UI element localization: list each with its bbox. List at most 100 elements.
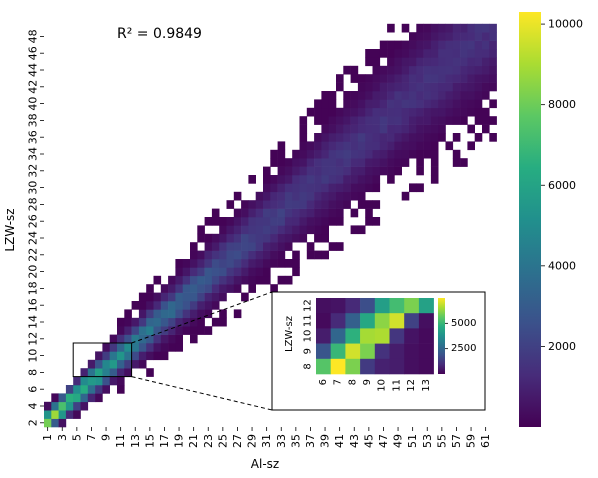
heatmap-cell [73,385,81,394]
heatmap-cell [430,116,439,125]
heatmap-cell [365,107,373,117]
heatmap-cell [153,334,162,344]
heatmap-cell [350,141,359,151]
inset-x-tick-label: 7 [333,379,344,385]
heatmap-cell [394,99,402,109]
y-tick-label: 40 [27,97,40,111]
heatmap-cell [160,351,169,361]
heatmap-cell [489,65,497,75]
heatmap-cell [270,149,278,159]
heatmap-cell [350,133,359,142]
inset-heatmap-cell [389,358,405,375]
heatmap-cell [401,191,410,201]
heatmap-cell [357,225,366,235]
heatmap-cell [175,343,183,352]
heatmap-cell [474,57,483,67]
heatmap-cell [292,175,300,184]
heatmap-cell [306,250,315,260]
heatmap-cell [197,225,205,235]
inset-heatmap-cell [389,328,405,344]
heatmap-cell [284,191,293,201]
heatmap-cell [372,149,381,159]
heatmap-cell [343,141,351,151]
heatmap-cell [379,141,388,151]
heatmap-cell [197,326,205,335]
inset-heatmap-cell [360,328,376,344]
heatmap-cell [277,242,286,251]
heatmap-cell [416,133,424,142]
colorbar-tick-label: 6000 [548,179,576,192]
heatmap-cell [328,217,337,226]
heatmap-cell [263,183,271,193]
y-tick-label: 22 [27,248,40,262]
x-tick-label: 31 [260,434,273,448]
heatmap-cell [87,376,96,386]
heatmap-cell [182,275,191,285]
heatmap-cell [394,57,402,67]
heatmap-cell [445,141,454,151]
colorbar-tick-label: 4000 [548,259,576,272]
inset-heatmap-cell [345,358,361,375]
heatmap-cell [401,40,410,50]
heatmap-cell [314,250,322,260]
heatmap-cell [350,116,359,125]
heatmap-cell [365,175,373,184]
heatmap-cell [379,99,388,109]
heatmap-cell [299,166,308,176]
heatmap-cell [138,359,147,369]
heatmap-cell [314,225,322,235]
heatmap-cell [482,74,490,83]
heatmap-cell [452,99,461,109]
heatmap-cell [343,99,351,109]
heatmap-cell [365,49,373,58]
heatmap-cell [175,284,183,293]
heatmap-cell [211,217,220,226]
heatmap-cell [372,82,381,92]
heatmap-cell [336,107,344,117]
heatmap-cell [328,158,337,167]
inset-heatmap-cell [418,343,434,360]
heatmap-cell [65,410,74,419]
heatmap-cell [321,183,329,193]
heatmap-cell [452,49,461,58]
heatmap-cell [460,32,468,41]
heatmap-cell [321,141,329,151]
heatmap-cell [219,317,227,327]
heatmap-cell [168,334,176,344]
inset-y-tick-label: 11 [303,314,314,327]
heatmap-cell [379,149,388,159]
heatmap-cell [328,91,337,100]
heatmap-cell [474,65,483,75]
heatmap-cell [438,40,446,50]
inset-heatmap-cell [374,358,390,375]
heatmap-cell [51,401,59,411]
inset-heatmap-cell [345,343,361,360]
heatmap-cell [284,208,293,218]
heatmap-cell [241,250,249,260]
x-tick-label: 5 [70,434,83,441]
heatmap-cell [321,107,329,117]
heatmap-cell [452,91,461,100]
inset-colorbar [438,298,445,374]
heatmap-cell [211,301,220,310]
heatmap-cell [124,309,132,319]
heatmap-cell [160,317,169,327]
heatmap-cell [211,292,220,302]
inset-y-tick-label: 9 [303,348,314,354]
colorbar [519,12,541,427]
heatmap-cell [401,82,410,92]
heatmap-cell [350,175,359,184]
heatmap-cell [379,124,388,134]
heatmap-cell [445,82,454,92]
heatmap-cell [314,158,322,167]
heatmap-cell [445,74,454,83]
inset-heatmap-cell [404,328,420,344]
heatmap-cell [430,166,439,176]
heatmap-cell [95,368,103,377]
heatmap-cell [394,141,402,151]
heatmap-cell [328,116,337,125]
heatmap-cell [474,91,483,100]
heatmap-cell [336,133,344,142]
heatmap-cell [306,217,315,226]
